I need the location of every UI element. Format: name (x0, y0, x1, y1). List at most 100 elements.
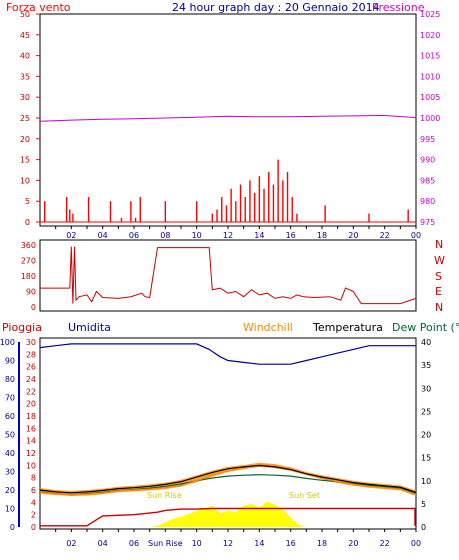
pressure-ytick-8: 1015 (420, 52, 440, 61)
humidity-ytick-0: 0 (10, 523, 15, 532)
wind-ytick-4: 20 (20, 135, 30, 144)
pressure-line (39, 114, 417, 122)
pressure-ytick-1: 980 (420, 197, 435, 206)
wind-ytick-10: 50 (20, 10, 30, 19)
direction-label-e: E (435, 285, 442, 298)
direction-ytick-0: 0 (31, 303, 36, 312)
wind-direction-panel (39, 239, 417, 312)
direction-ytick-1: 90 (26, 288, 36, 297)
pressure-ytick-4: 995 (420, 135, 435, 144)
direction-label-s: S (435, 270, 442, 283)
pressure-ytick-9: 1020 (420, 31, 440, 40)
rain-ytick-13: 26 (26, 363, 36, 372)
direction-label-w: W (434, 254, 445, 267)
direction-label-n-top: N (435, 238, 443, 251)
bottom-x-label-9: 20 (348, 539, 358, 548)
humidity-line (39, 343, 416, 365)
wind-ytick-1: 5 (25, 197, 30, 206)
rain-ytick-7: 14 (26, 437, 36, 446)
bottom-x-label-11: 00 (411, 539, 421, 548)
wind-ytick-9: 45 (20, 31, 30, 40)
rain-ytick-11: 22 (26, 387, 36, 396)
bottom-x-label-2: 06 (129, 539, 139, 548)
rain-axis-label: Pioggia (2, 321, 42, 334)
humidity-ytick-7: 70 (5, 394, 15, 403)
temperature-line (39, 464, 417, 494)
rain-ytick-10: 20 (26, 400, 36, 409)
temp-ytick-1: 5 (421, 500, 426, 509)
humidity-ytick-8: 80 (5, 375, 15, 384)
bottom-x-label-4: 10 (192, 539, 202, 548)
wind-ytick-6: 30 (20, 93, 30, 102)
rain-ytick-9: 18 (26, 412, 36, 421)
pressure-axis-label: Pressione (372, 1, 425, 14)
humidity-ytick-9: 90 (5, 357, 15, 366)
temperature-legend: Temperatura (312, 321, 383, 334)
rain-ytick-15: 30 (26, 338, 36, 347)
top-x-label-0: 02 (66, 231, 76, 240)
bottom-x-label-8: 18 (317, 539, 327, 548)
direction-ytick-2: 180 (21, 272, 36, 281)
rain-ytick-2: 4 (31, 498, 36, 507)
top-x-label-10: 22 (380, 231, 390, 240)
top-x-label-4: 10 (192, 231, 202, 240)
bottom-x-label-3: Sun Rise (148, 539, 183, 548)
humidity-ytick-4: 40 (5, 449, 15, 458)
temp-ytick-0: 0 (421, 523, 426, 532)
rain-ytick-5: 10 (26, 461, 36, 470)
humidity-ytick-3: 30 (5, 468, 15, 477)
wind-ytick-5: 25 (20, 114, 30, 123)
rain-ytick-0: 0 (31, 523, 36, 532)
rain-ytick-3: 6 (31, 486, 36, 495)
humidity-ytick-5: 50 (5, 431, 15, 440)
top-x-label-2: 06 (129, 231, 139, 240)
wind-ytick-0: 0 (25, 218, 30, 227)
wind-ytick-3: 15 (20, 156, 30, 165)
bottom-x-label-6: 14 (254, 539, 264, 548)
pressure-ytick-2: 985 (420, 176, 435, 185)
bottom-x-label-5: 12 (223, 539, 233, 548)
temp-ytick-4: 20 (421, 431, 431, 440)
rain-line (40, 507, 416, 527)
direction-ytick-3: 270 (21, 257, 36, 266)
humidity-ytick-10: 100 (0, 338, 15, 347)
temp-ytick-3: 15 (421, 454, 431, 463)
pressure-ytick-7: 1010 (420, 72, 440, 81)
rain-ytick-6: 12 (26, 449, 36, 458)
top-x-label-1: 04 (98, 231, 108, 240)
wind-axis-label: Forza vento (6, 1, 71, 14)
rain-ytick-12: 24 (26, 375, 36, 384)
direction-ytick-4: 360 (21, 241, 36, 250)
pressure-ytick-0: 975 (420, 218, 435, 227)
wind-ytick-2: 10 (20, 176, 30, 185)
direction-label-n-bottom: N (435, 301, 443, 314)
pressure-ytick-3: 990 (420, 156, 435, 165)
rain-ytick-8: 16 (26, 424, 36, 433)
bottom-x-label-1: 04 (98, 539, 108, 548)
temp-ytick-2: 10 (421, 477, 431, 486)
temp-ytick-7: 35 (421, 361, 431, 370)
temp-ytick-6: 30 (421, 384, 431, 393)
sun-set-label: Sun Set (289, 491, 320, 500)
pressure-ytick-6: 1005 (420, 93, 440, 102)
windchill-line (39, 463, 417, 496)
temp-ytick-8: 40 (421, 338, 431, 347)
bottom-x-label-7: 16 (286, 539, 296, 548)
humidity-ytick-2: 20 (5, 486, 15, 495)
top-x-label-5: 12 (223, 231, 233, 240)
series-lines (39, 114, 417, 527)
top-x-label-9: 20 (348, 231, 358, 240)
top-x-label-7: 16 (286, 231, 296, 240)
dewpoint-legend: Dew Point (°C (392, 321, 459, 334)
wind-ytick-7: 35 (20, 72, 30, 81)
top-x-label-3: 08 (160, 231, 170, 240)
pressure-ytick-5: 1000 (420, 114, 440, 123)
rain-ytick-4: 8 (31, 474, 36, 483)
rain-ytick-14: 28 (26, 350, 36, 359)
humidity-axis-label: Umidita (68, 321, 111, 334)
humidity-ytick-1: 10 (5, 505, 15, 514)
bottom-x-label-0: 02 (66, 539, 76, 548)
